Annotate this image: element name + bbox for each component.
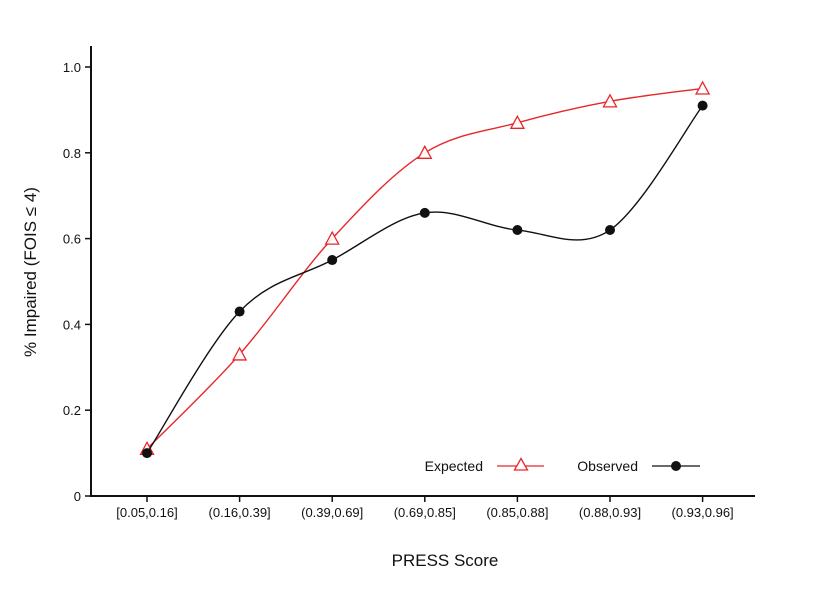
legend-label-observed: Observed	[577, 458, 638, 474]
data-point-expected	[695, 80, 711, 95]
data-point-observed	[234, 306, 245, 317]
data-point-observed	[697, 100, 708, 111]
data-point-expected	[324, 230, 340, 245]
data-point-expected	[417, 144, 433, 159]
x-axis-title: PRESS Score	[392, 551, 499, 570]
legend-marker-expected	[513, 457, 529, 471]
x-tick-label: (0.69,0.85]	[394, 505, 456, 520]
x-tick-label: (0.39,0.69]	[301, 505, 363, 520]
x-ticks: [0.05,0.16] (0.16,0.39] (0.39,0.69] (0.69,0…	[116, 496, 734, 520]
data-point-observed	[512, 225, 523, 236]
data-point-observed	[327, 255, 338, 266]
data-point-expected	[232, 346, 248, 361]
data-point-expected	[602, 93, 618, 108]
legend-label-expected: Expected	[425, 458, 483, 474]
y-tick-label: 0.8	[63, 146, 81, 161]
x-tick-label: (0.93,0.96]	[672, 505, 734, 520]
data-point-observed	[142, 448, 152, 459]
series-observed	[142, 100, 708, 459]
legend: Expected Observed	[425, 457, 700, 474]
data-point-observed	[605, 225, 615, 236]
y-ticks: 0 0.2 0.4 0.6 0.8 1.0	[63, 60, 91, 504]
series-line-expected	[146, 87, 703, 450]
data-point-expected	[509, 114, 525, 129]
x-tick-label: [0.05,0.16]	[116, 505, 177, 520]
x-tick-label: (0.88,0.93]	[579, 505, 641, 520]
series-layer	[139, 80, 711, 459]
y-tick-label: 1.0	[63, 60, 81, 75]
y-tick-label: 0.2	[63, 403, 81, 418]
x-tick-label: (0.85,0.88]	[486, 505, 548, 520]
series-expected	[139, 80, 711, 455]
y-tick-label: 0.4	[63, 317, 81, 332]
y-tick-label: 0	[74, 489, 81, 504]
y-tick-label: 0.6	[63, 232, 81, 247]
legend-marker-observed	[671, 461, 681, 471]
x-tick-label: (0.16,0.39]	[209, 505, 271, 520]
y-axis-title: % Impaired (FOIS ≤ 4)	[21, 187, 40, 357]
data-point-observed	[419, 207, 430, 218]
